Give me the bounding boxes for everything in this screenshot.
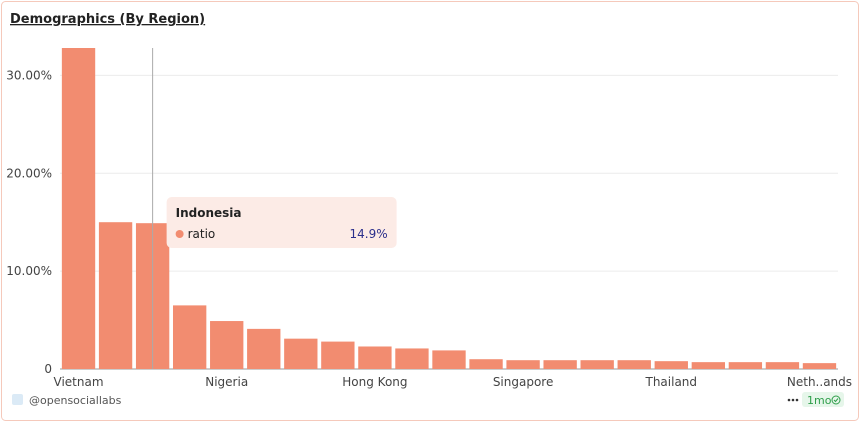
- tooltip-title: Indonesia: [176, 206, 242, 220]
- bar: [358, 346, 392, 369]
- plot: 0 10.00% 20.00% 30.00% Vietnam Nigeria Hong Ko…: [6, 48, 852, 389]
- bar: [395, 348, 429, 369]
- bar: [691, 362, 726, 369]
- avatar: [12, 394, 23, 405]
- x-tick-label: Thailand: [645, 375, 698, 389]
- bar: [247, 328, 281, 369]
- chart-title[interactable]: Demographics (By Region): [10, 12, 205, 27]
- bar: [61, 48, 96, 369]
- bar: [728, 362, 763, 369]
- bar: [654, 361, 688, 369]
- tooltip: Indonesia ratio 14.9%: [166, 197, 397, 248]
- bar: [321, 341, 355, 369]
- handle[interactable]: @opensociallabs: [29, 394, 122, 407]
- x-tick-label: Singapore: [493, 375, 554, 389]
- tooltip-swatch: [175, 230, 184, 238]
- check-mark: [833, 398, 839, 403]
- bar: [617, 360, 651, 369]
- bar: [506, 360, 540, 369]
- bar: [580, 360, 614, 369]
- bar: [172, 305, 207, 369]
- bar: [284, 338, 318, 369]
- tooltip-box: [166, 197, 397, 248]
- bar: [469, 359, 503, 369]
- tooltip-series: ratio: [188, 227, 216, 241]
- y-tick-label: 0: [44, 362, 52, 376]
- tooltip-value: 14.9%: [349, 227, 387, 241]
- x-tick-label: Nigeria: [205, 375, 248, 389]
- bar: [210, 321, 244, 369]
- x-tick-label: Hong Kong: [342, 375, 407, 389]
- age: 1mo: [807, 394, 832, 407]
- y-tick-label: 30.00%: [6, 68, 52, 82]
- x-tick-label: Vietnam: [54, 375, 104, 389]
- x-tick-label: Neth..ands: [787, 375, 852, 389]
- y-tick-label: 20.00%: [6, 166, 52, 180]
- bar: [98, 222, 133, 369]
- bar: [543, 360, 577, 369]
- check-icon: [831, 395, 841, 405]
- bar: [765, 362, 800, 369]
- y-tick-label: 10.00%: [6, 264, 52, 278]
- bar: [802, 363, 837, 369]
- more-menu[interactable]: [787, 398, 799, 402]
- bar: [432, 350, 466, 369]
